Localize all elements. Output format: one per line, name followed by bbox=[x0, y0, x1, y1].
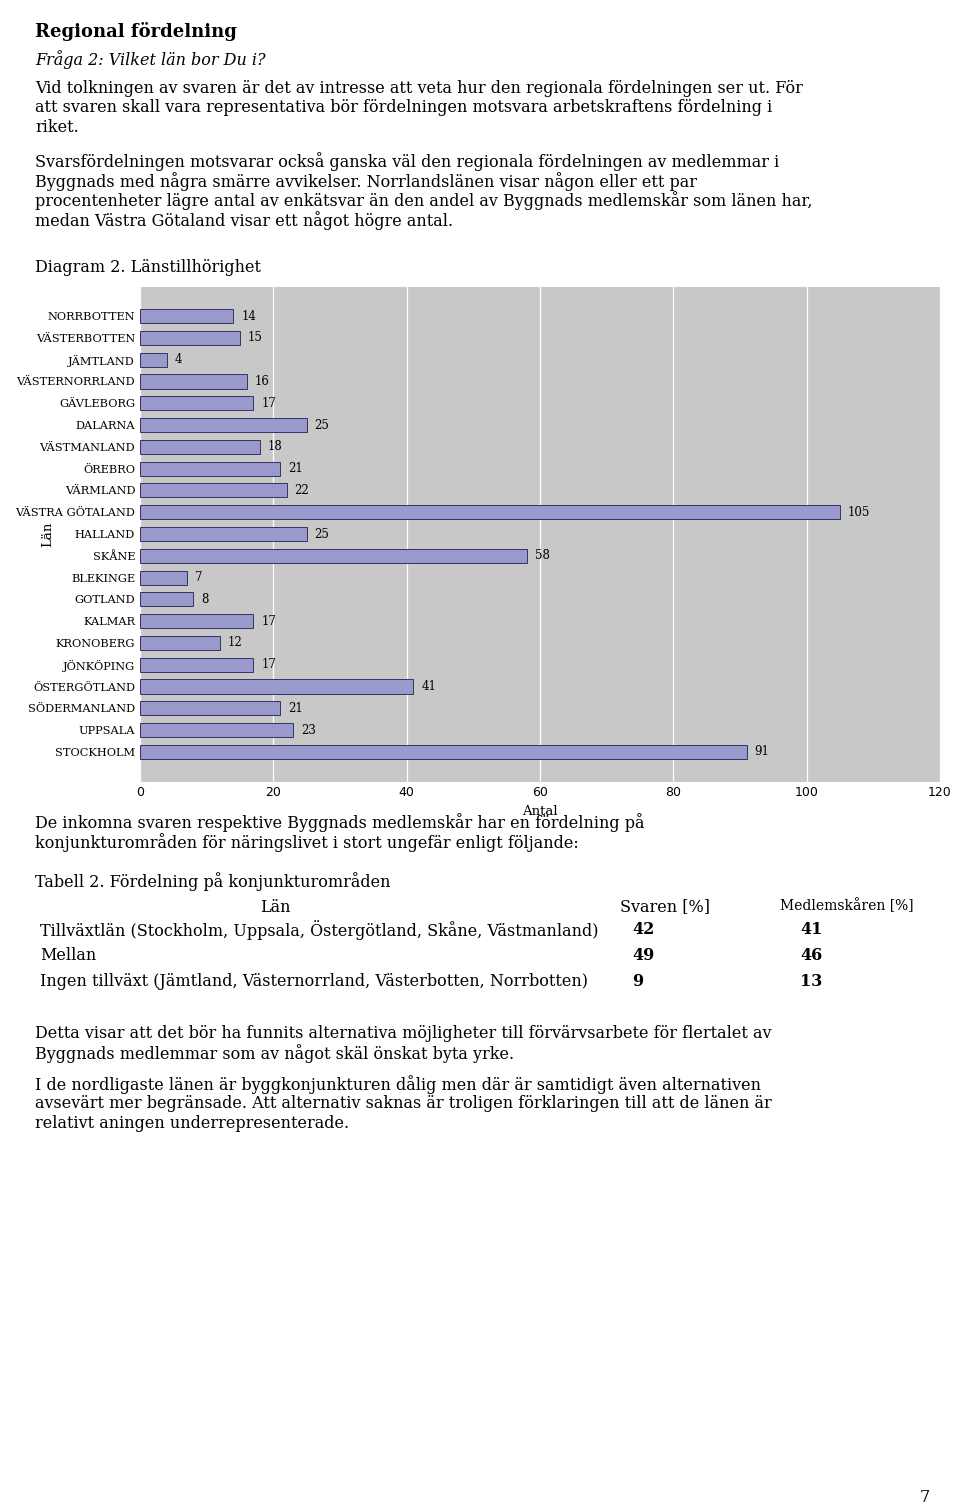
Text: Vid tolkningen av svaren är det av intresse att veta hur den regionala fördelnin: Vid tolkningen av svaren är det av intre… bbox=[35, 80, 803, 97]
Text: Medlemskåren [%]: Medlemskåren [%] bbox=[780, 899, 914, 913]
Text: 25: 25 bbox=[315, 527, 329, 541]
Text: att svaren skall vara representativa bör fördelningen motsvara arbetskraftens fö: att svaren skall vara representativa bör… bbox=[35, 100, 772, 116]
Text: 9: 9 bbox=[632, 973, 643, 990]
Text: 41: 41 bbox=[800, 920, 823, 937]
Text: Byggnads medlemmar som av något skäl önskat byta yrke.: Byggnads medlemmar som av något skäl öns… bbox=[35, 1044, 515, 1062]
Bar bbox=[140, 592, 193, 606]
Text: konjunkturområden för näringslivet i stort ungefär enligt följande:: konjunkturområden för näringslivet i sto… bbox=[35, 833, 579, 852]
Text: De inkomna svaren respektive Byggnads medlemskår har en fördelning på: De inkomna svaren respektive Byggnads me… bbox=[35, 813, 644, 833]
Bar bbox=[140, 701, 280, 715]
Bar bbox=[140, 680, 414, 694]
Text: 58: 58 bbox=[535, 550, 549, 562]
Text: 22: 22 bbox=[295, 484, 309, 497]
Text: Detta visar att det bör ha funnits alternativa möjligheter till förvärvsarbete f: Detta visar att det bör ha funnits alter… bbox=[35, 1024, 772, 1041]
Text: 91: 91 bbox=[755, 745, 770, 759]
Text: Svaren [%]: Svaren [%] bbox=[620, 899, 710, 916]
Text: Tabell 2. Fördelning på konjunkturområden: Tabell 2. Fördelning på konjunkturområde… bbox=[35, 872, 391, 891]
Bar bbox=[140, 310, 233, 323]
Bar bbox=[140, 440, 260, 453]
Bar bbox=[140, 352, 167, 367]
Text: 17: 17 bbox=[261, 659, 276, 671]
Text: 15: 15 bbox=[248, 331, 263, 345]
Text: 41: 41 bbox=[421, 680, 436, 694]
Text: 12: 12 bbox=[228, 636, 243, 650]
Text: Län: Län bbox=[41, 521, 54, 547]
Text: Mellan: Mellan bbox=[40, 946, 96, 964]
Text: 17: 17 bbox=[261, 615, 276, 627]
Text: 25: 25 bbox=[315, 419, 329, 432]
Bar bbox=[140, 331, 240, 345]
Text: 49: 49 bbox=[632, 946, 655, 964]
Text: I de nordligaste länen är byggkonjunkturen dålig men där är samtidigt även alter: I de nordligaste länen är byggkonjunktur… bbox=[35, 1076, 761, 1094]
Text: 23: 23 bbox=[301, 724, 316, 737]
Bar bbox=[140, 745, 747, 759]
Bar bbox=[140, 548, 527, 564]
Text: medan Västra Götaland visar ett något högre antal.: medan Västra Götaland visar ett något hö… bbox=[35, 212, 453, 230]
Text: Län: Län bbox=[260, 899, 291, 916]
Text: procentenheter lägre antal av enkätsvar än den andel av Byggnads medlemskår som : procentenheter lägre antal av enkätsvar … bbox=[35, 192, 812, 210]
Text: 7: 7 bbox=[920, 1488, 930, 1506]
Text: 46: 46 bbox=[800, 946, 823, 964]
Bar bbox=[140, 505, 840, 520]
Text: Diagram 2. Länstillhörighet: Diagram 2. Länstillhörighet bbox=[35, 258, 261, 275]
Bar bbox=[140, 527, 306, 541]
Text: 18: 18 bbox=[268, 440, 283, 453]
Bar bbox=[140, 571, 186, 585]
Text: 17: 17 bbox=[261, 397, 276, 409]
Text: Fråga 2: Vilket län bor Du i?: Fråga 2: Vilket län bor Du i? bbox=[35, 50, 266, 70]
Bar bbox=[140, 724, 294, 737]
Text: Ingen tillväxt (Jämtland, Västernorrland, Västerbotten, Norrbotten): Ingen tillväxt (Jämtland, Västernorrland… bbox=[40, 973, 588, 990]
Text: 4: 4 bbox=[175, 354, 182, 366]
Bar bbox=[140, 396, 253, 411]
Text: 21: 21 bbox=[288, 701, 302, 715]
Text: avsevärt mer begränsade. Att alternativ saknas är troligen förklaringen till att: avsevärt mer begränsade. Att alternativ … bbox=[35, 1095, 772, 1112]
Bar bbox=[140, 419, 306, 432]
Text: Byggnads med några smärre avvikelser. Norrlandslänen visar någon eller ett par: Byggnads med några smärre avvikelser. No… bbox=[35, 172, 697, 190]
Text: relativt aningen underrepresenterade.: relativt aningen underrepresenterade. bbox=[35, 1115, 349, 1132]
Bar bbox=[140, 636, 220, 650]
Text: 105: 105 bbox=[848, 506, 871, 518]
Bar bbox=[140, 375, 247, 388]
Text: 14: 14 bbox=[241, 310, 256, 322]
Bar bbox=[140, 613, 253, 629]
Text: 16: 16 bbox=[254, 375, 270, 388]
Bar bbox=[140, 657, 253, 672]
Bar bbox=[140, 461, 280, 476]
Text: 7: 7 bbox=[195, 571, 203, 585]
X-axis label: Antal: Antal bbox=[522, 805, 558, 817]
Text: 13: 13 bbox=[800, 973, 823, 990]
Bar bbox=[140, 484, 287, 497]
Text: 21: 21 bbox=[288, 462, 302, 474]
Text: Regional fördelning: Regional fördelning bbox=[35, 23, 237, 41]
Text: 42: 42 bbox=[632, 920, 655, 937]
Text: riket.: riket. bbox=[35, 119, 79, 136]
Text: Tillväxtlän (Stockholm, Uppsala, Östergötland, Skåne, Västmanland): Tillväxtlän (Stockholm, Uppsala, Östergö… bbox=[40, 920, 598, 940]
Text: 8: 8 bbox=[202, 592, 208, 606]
Text: Svarsfördelningen motsvarar också ganska väl den regionala fördelningen av medle: Svarsfördelningen motsvarar också ganska… bbox=[35, 153, 780, 171]
